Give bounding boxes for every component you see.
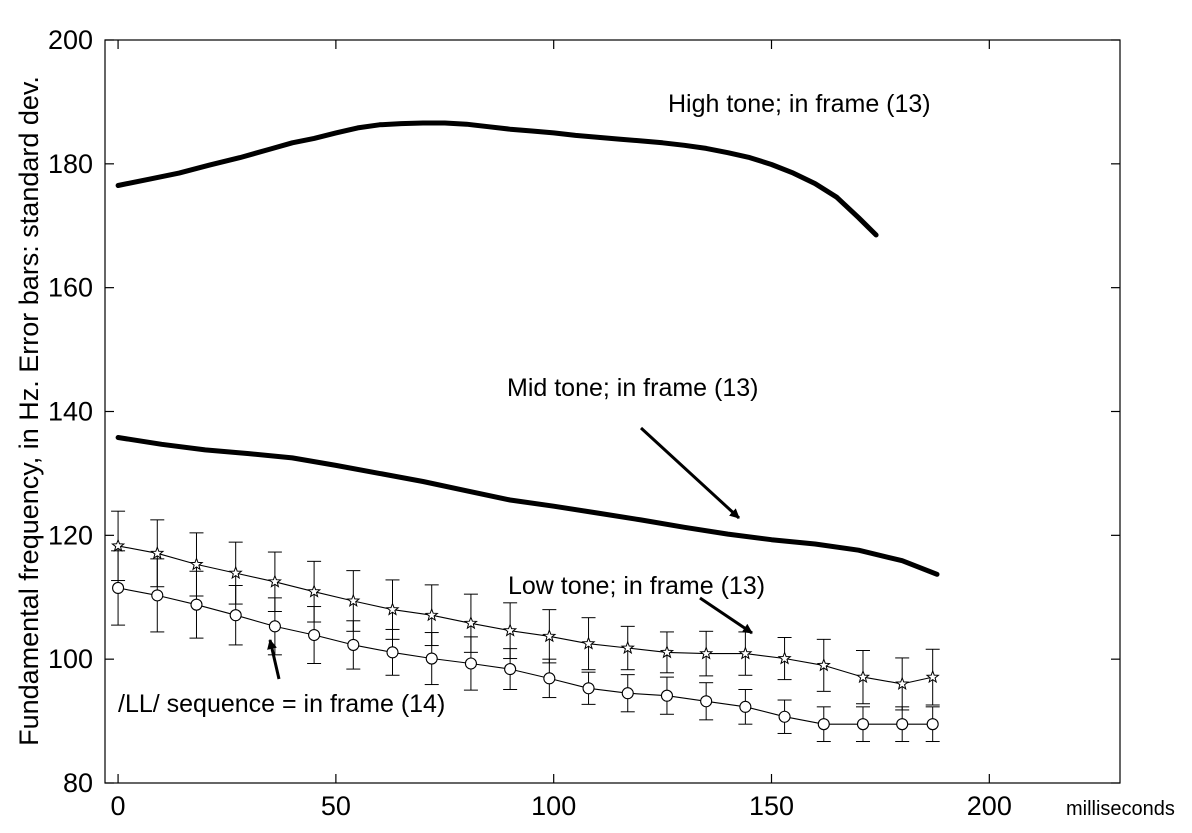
series-3 [111,510,940,711]
data-point-circle [347,638,360,651]
data-point-star [307,584,322,598]
data-point-star [699,646,714,660]
data-point-circle [778,710,791,723]
arrow-ll-sequence [267,639,281,680]
data-point-circle [386,646,399,659]
data-point-star [816,658,831,672]
x-tick-label: 50 [321,791,351,821]
data-point-circle [817,718,830,731]
annotation-mid-tone: Mid tone; in frame (13) [507,374,759,402]
series-line-3 [117,545,934,685]
data-point-star [620,640,635,655]
data-point-circle [190,598,203,611]
data-point-star [189,556,204,571]
data-point-star [777,651,792,665]
data-point-circle [582,682,595,695]
y-tick-label: 200 [48,25,93,55]
data-point-circle [856,718,870,731]
series-2 [115,435,940,577]
data-point-circle [926,718,939,731]
data-point-star [503,623,518,637]
x-tick-label: 0 [111,791,126,821]
x-tick-label: 200 [967,791,1012,821]
y-tick-label: 140 [48,397,93,427]
data-point-circle [739,700,752,713]
data-point-star [738,646,753,660]
series-layer [111,120,940,743]
data-point-star [150,545,165,560]
y-tick-label: 120 [48,520,93,550]
data-point-star [111,538,126,552]
data-point-star [659,644,675,659]
data-point-circle [268,620,281,633]
data-point-circle [425,652,438,665]
data-point-star [385,602,400,616]
data-point-circle [543,672,556,685]
data-point-star [542,628,557,643]
data-point-star [424,607,439,622]
data-point-circle [896,718,909,731]
data-point-circle [229,609,242,622]
data-point-star [346,593,361,607]
data-point-star [463,615,478,630]
arrow-low-tone [699,596,753,635]
data-point-star [228,565,243,580]
y-tick-label: 160 [48,273,93,303]
series-4 [111,550,940,743]
y-tick-label: 100 [48,644,93,674]
data-point-star [581,636,596,650]
series-line-1 [115,120,879,238]
data-point-star [267,574,282,588]
y-axis-label: Fundamental frequency, in Hz. Error bars… [14,76,44,746]
data-point-circle [151,589,164,602]
series-1 [115,120,879,238]
arrow-mid-tone [639,426,741,520]
y-tick-label: 180 [48,149,93,179]
annotation-high-tone: High tone; in frame (13) [668,90,931,118]
data-point-circle [112,581,125,595]
data-point-star [855,669,871,684]
axis-ticks: 0 50 100 150 200 80 100 120 140 160 180 200 [48,25,1120,821]
x-tick-label: 150 [749,791,794,821]
data-point-star [925,669,940,684]
data-point-circle [621,687,634,700]
series-line-2 [115,435,940,577]
data-point-circle [308,628,321,642]
x-tick-label: 100 [531,791,576,821]
data-point-circle [660,689,674,702]
annotation-ll-sequence: /LL/ sequence = in frame (14) [118,690,445,718]
data-point-circle [700,695,713,708]
x-unit-label: milliseconds [1066,798,1175,820]
data-point-star [895,676,910,690]
annotation-low-tone: Low tone; in frame (13) [508,572,765,600]
data-point-circle [504,663,517,676]
data-point-circle [464,657,477,670]
y-tick-label: 80 [63,768,93,798]
series-line-4 [117,587,934,725]
